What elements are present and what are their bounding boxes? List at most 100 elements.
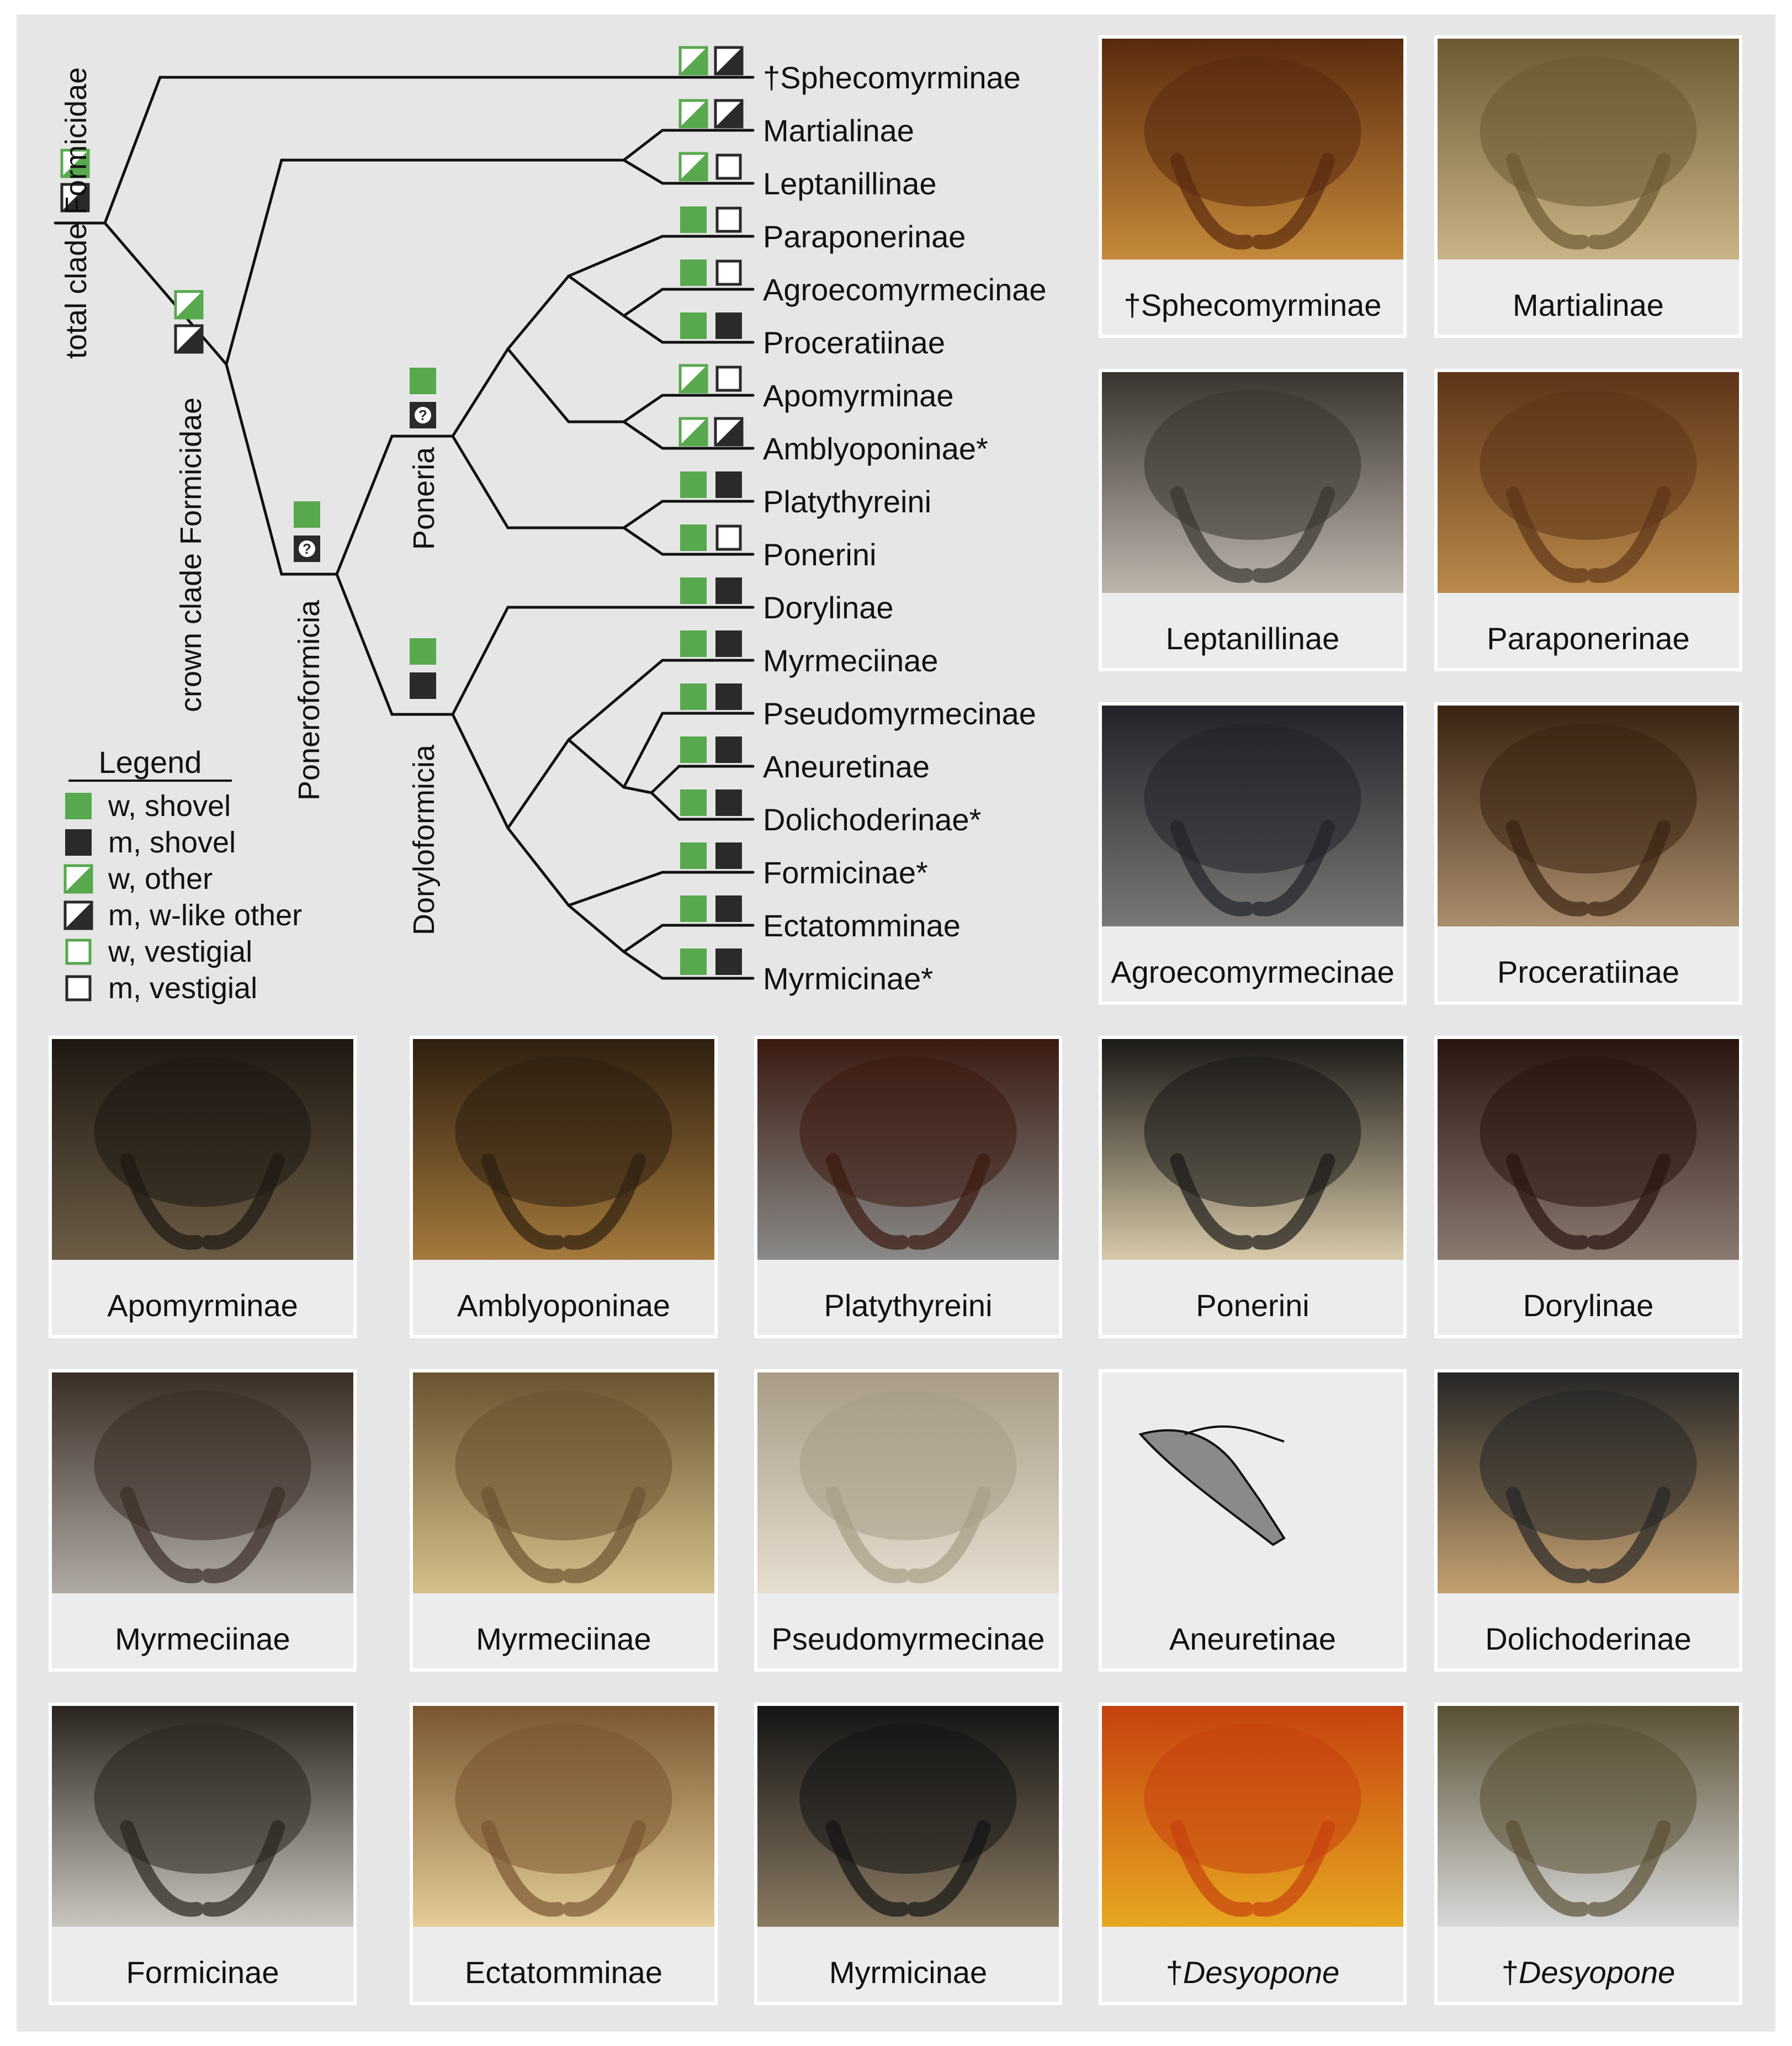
photo-caption: Platythyreini	[824, 1288, 992, 1323]
taxon-label: Aneuretinae	[763, 749, 930, 784]
male-state-icon	[715, 206, 742, 233]
legend-symbol-icon	[63, 900, 93, 930]
branch-proceratiinae	[622, 314, 755, 344]
taxon-label: Apomyrminae	[763, 378, 953, 413]
photo-tile-agroecomyrmecinae: Agroecomyrmecinae	[1099, 702, 1407, 1005]
male-state-icon	[715, 630, 742, 657]
branch-ponerini	[622, 526, 755, 556]
taxon-label: Martialinae	[763, 113, 914, 148]
caption-prefix: †	[1166, 1955, 1183, 1990]
taxon-row-aneuretinae: Aneuretinae	[680, 736, 930, 784]
photo-tile-platythyreini: Platythyreini	[754, 1036, 1062, 1338]
clade-label-poneroformicia: Poneroformicia	[293, 600, 326, 801]
male-state-icon	[715, 577, 742, 604]
worker-state-icon	[680, 683, 707, 710]
clade-label-doryloformicia: Doryloformicia	[407, 744, 441, 935]
specimen-photo	[52, 1706, 353, 1927]
male-state-icon	[715, 153, 742, 180]
taxon-row-proceratiinae: Proceratiinae	[680, 312, 945, 360]
specimen-photo	[1438, 1039, 1739, 1260]
taxon-row-sphecomyrminae: †Sphecomyrminae	[678, 46, 1021, 95]
worker-state-icon	[680, 789, 707, 816]
taxon-row-dorylinae: Dorylinae	[680, 577, 894, 625]
specimen-photo	[413, 1372, 714, 1593]
male-state-icon	[715, 365, 742, 392]
specimen-photo	[1102, 39, 1403, 259]
photo-tile-ponerini: Ponerini	[1099, 1036, 1407, 1338]
male-state-icon	[715, 789, 742, 816]
taxon-row-platythyreini: Platythyreini	[680, 471, 931, 519]
specimen-photo	[1438, 1706, 1739, 1927]
clade-label-crown: crown clade Formicidae	[174, 397, 208, 712]
worker-state-icon	[678, 99, 708, 129]
branch-formicinae	[567, 871, 755, 907]
taxon-label: †Sphecomyrminae	[763, 60, 1021, 95]
photo-tile-apomyrminae: Apomyrminae	[49, 1036, 357, 1338]
photo-caption: †Sphecomyrminae	[1124, 288, 1382, 322]
legend-symbol-icon	[63, 864, 93, 894]
node-state-poneria: ?	[410, 368, 436, 428]
legend-title: Legend	[99, 745, 202, 780]
male-state-icon	[410, 672, 436, 699]
branch-pseudomyrmecinae	[622, 712, 755, 789]
mandible-sketch	[1138, 1425, 1286, 1546]
specimen-photo	[1102, 1039, 1403, 1260]
legend-item-m-vestigial: m, vestigial	[65, 972, 257, 1005]
figure-background	[17, 14, 1775, 2032]
worker-state-icon	[294, 501, 320, 528]
worker-state-icon	[680, 206, 707, 233]
photo-tile-proceratiinae: Proceratiinae	[1434, 702, 1742, 1005]
branch-to-doryloformicia	[335, 573, 454, 716]
worker-state-icon	[680, 471, 707, 498]
worker-state-icon	[680, 630, 707, 657]
photo-caption: Agroecomyrmecinae	[1111, 955, 1395, 989]
caption-prefix: †	[1502, 1955, 1519, 1990]
photo-tile-paraponerinae: Paraponerinae	[1434, 369, 1742, 671]
branch-a-to-apomy-ambly	[506, 347, 625, 423]
branch-c-to-d	[506, 738, 570, 830]
question-glyph: ?	[303, 540, 311, 557]
photo-tile-dolichoderinae: Dolichoderinae	[1434, 1369, 1742, 1672]
male-state-icon	[715, 895, 742, 922]
worker-state-icon	[680, 736, 707, 763]
photo-caption: Martialinae	[1513, 288, 1664, 322]
taxon-label: Formicinae*	[763, 855, 928, 890]
legend-label: w, shovel	[108, 789, 231, 823]
taxon-list: †Sphecomyrminae Martialinae Leptanillinae P…	[678, 46, 1047, 996]
photo-caption: Aneuretinae	[1169, 1621, 1336, 1656]
branch-paraponerinae	[567, 235, 755, 278]
photo-caption: Paraponerinae	[1487, 621, 1689, 656]
taxon-label: Agroecomyrmecinae	[763, 272, 1047, 307]
male-state-icon	[714, 46, 744, 76]
male-state-icon	[715, 471, 742, 498]
photo-tile-amblyoponinae: Amblyoponinae	[410, 1036, 718, 1338]
specimen-photo	[757, 1372, 1059, 1593]
taxon-row-amblyoponinae: Amblyoponinae*	[678, 417, 988, 466]
specimen-photo	[757, 1039, 1059, 1260]
branch-poneria-to-a	[451, 347, 510, 438]
branch-agroecomyrmecinae	[622, 288, 755, 317]
legend-symbol-icon	[65, 975, 92, 1001]
specimen-photo	[413, 1706, 714, 1927]
photo-caption: Amblyoponinae	[457, 1288, 670, 1323]
branch-amblyoponinae	[622, 420, 755, 450]
specimen-photo	[1438, 372, 1739, 593]
worker-state-icon	[680, 842, 707, 869]
photo-tile-ectatomminae: Ectatomminae	[410, 1703, 718, 2005]
specimen-photo	[757, 1706, 1059, 1927]
male-state-icon	[715, 683, 742, 710]
branch-ectatomminae	[622, 924, 755, 953]
branch-to-poneroformicia	[225, 363, 338, 576]
legend-item-w-other: w, other	[63, 862, 213, 895]
branch-dorylo-to-c	[451, 713, 510, 830]
branch-platythyreini	[622, 500, 755, 529]
photo-caption: Proceratiinae	[1497, 955, 1679, 989]
photo-tile-myrmeciinae: Myrmeciinae	[49, 1369, 357, 1672]
taxon-label: Leptanillinae	[763, 166, 936, 201]
worker-state-icon	[678, 417, 708, 447]
legend-symbol-icon	[65, 939, 92, 965]
photo-caption: Myrmeciinae	[476, 1621, 651, 1656]
worker-state-icon	[680, 577, 707, 604]
photo-tile-myrmicinae: Myrmicinae	[754, 1703, 1062, 2005]
